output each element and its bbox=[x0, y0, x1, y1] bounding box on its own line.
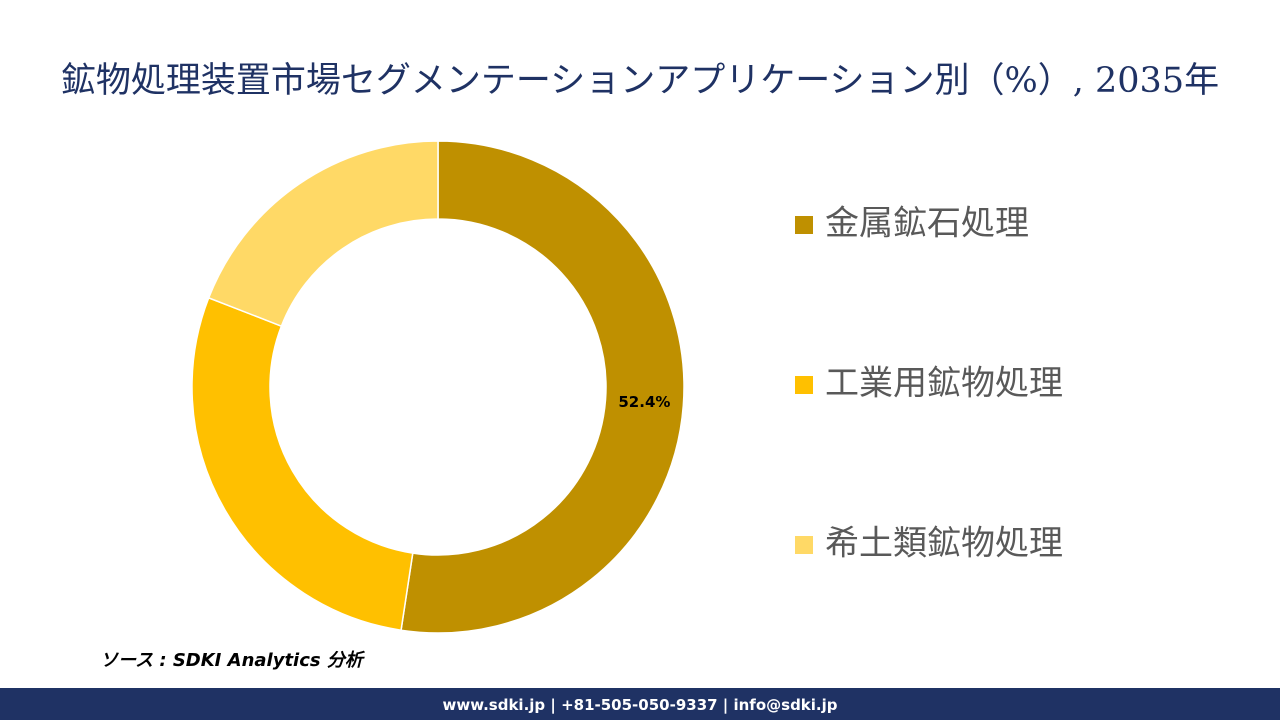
footer-bar bbox=[0, 688, 1280, 720]
donut-slice bbox=[191, 296, 414, 632]
legend-swatch bbox=[795, 376, 813, 394]
footer-text: www.sdki.jp | +81-505-050-9337 | info@sd… bbox=[442, 696, 837, 715]
legend-swatch bbox=[795, 216, 813, 234]
chart-title: 鉱物処理装置市場セグメンテーションアプリケーション別（%）, 2035年 bbox=[61, 61, 1219, 101]
value-label: 52.4% bbox=[618, 393, 670, 411]
legend-label: 工業用鉱物処理 bbox=[825, 364, 1063, 404]
legend-label: 希土類鉱物処理 bbox=[825, 524, 1063, 564]
donut-slice bbox=[400, 140, 685, 634]
legend-swatch bbox=[795, 536, 813, 554]
donut-slice bbox=[207, 140, 439, 328]
legend-label: 金属鉱石処理 bbox=[825, 204, 1029, 244]
source-note: ソース : SDKI Analytics 分析 bbox=[100, 650, 366, 671]
